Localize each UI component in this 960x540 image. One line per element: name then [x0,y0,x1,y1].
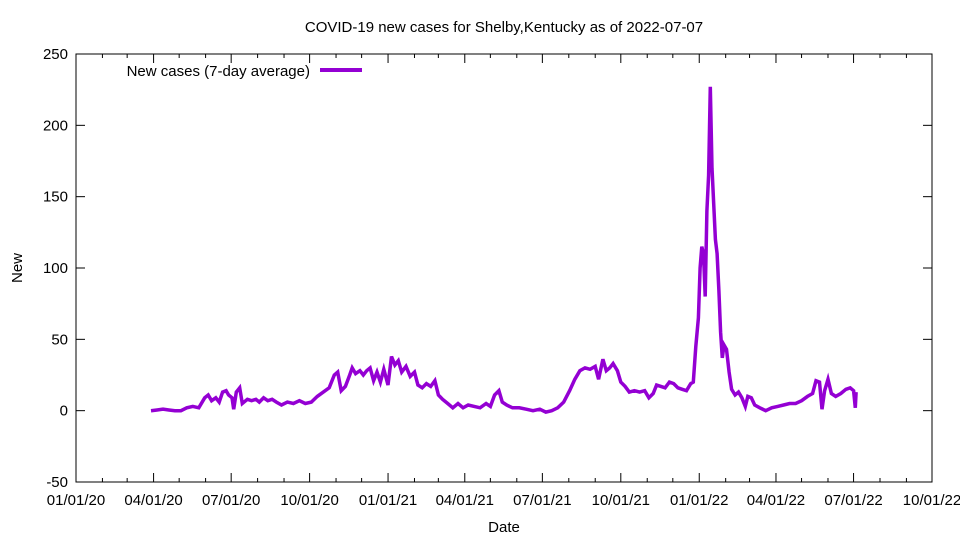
axis-tick-labels: -50 0 50 100 150 200 250 01/01/20 04/01/20 07/01/… [43,46,960,509]
chart-title: COVID-19 new cases for Shelby,Kentucky a… [305,19,703,36]
x-tick-label: 07/01/20 [202,492,260,509]
series-layer [150,86,858,414]
series-line-1 [150,86,858,414]
y-tick-label: 50 [51,331,68,348]
axis-ticks [75,53,933,483]
x-tick-label: 01/01/22 [670,492,728,509]
y-tick-label: 250 [43,46,68,63]
x-tick-label: 01/01/21 [359,492,417,509]
x-tick-label: 07/01/22 [824,492,882,509]
x-tick-label: 07/01/21 [513,492,571,509]
legend: New cases (7-day average) [127,63,362,80]
y-tick-label: 150 [43,189,68,206]
x-tick-label: 10/01/22 [903,492,960,509]
y-tick-label: 0 [60,403,68,420]
x-tick-label: 01/01/20 [47,492,105,509]
x-tick-label: 04/01/22 [747,492,805,509]
x-axis-label: Date [488,519,520,536]
y-tick-label: 200 [43,117,68,134]
x-tick-label: 04/01/20 [124,492,182,509]
x-tick-label: 04/01/21 [436,492,494,509]
y-tick-label: -50 [46,474,68,491]
y-axis-label: New [9,253,26,283]
legend-label: New cases (7-day average) [127,63,310,80]
plot-frame [75,53,933,483]
x-tick-label: 10/01/20 [280,492,338,509]
y-tick-label: 100 [43,260,68,277]
x-tick-label: 10/01/21 [592,492,650,509]
